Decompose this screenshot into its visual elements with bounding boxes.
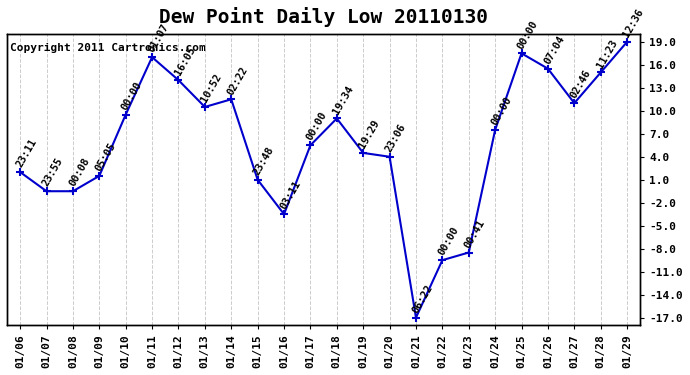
- Text: 02:46: 02:46: [569, 68, 593, 100]
- Title: Dew Point Daily Low 20110130: Dew Point Daily Low 20110130: [159, 7, 488, 27]
- Text: 00:00: 00:00: [304, 110, 329, 142]
- Text: Copyright 2011 Cartronics.com: Copyright 2011 Cartronics.com: [10, 43, 206, 53]
- Text: 19:29: 19:29: [357, 118, 382, 150]
- Text: 06:22: 06:22: [410, 283, 435, 315]
- Text: 23:55: 23:55: [41, 156, 65, 189]
- Text: 10:52: 10:52: [199, 72, 224, 104]
- Text: 23:48: 23:48: [252, 145, 276, 177]
- Text: 07:04: 07:04: [542, 34, 566, 66]
- Text: 05:05: 05:05: [93, 141, 118, 173]
- Text: 16:05: 16:05: [172, 45, 197, 77]
- Text: 23:11: 23:11: [14, 137, 39, 169]
- Text: 11:23: 11:23: [595, 38, 619, 70]
- Text: 00:00: 00:00: [437, 225, 461, 257]
- Text: 19:34: 19:34: [331, 84, 355, 116]
- Text: 02:22: 02:22: [226, 64, 250, 96]
- Text: 00:00: 00:00: [515, 18, 540, 51]
- Text: 00:00: 00:00: [489, 95, 513, 127]
- Text: 00:00: 00:00: [120, 80, 144, 112]
- Text: 00:08: 00:08: [67, 156, 91, 189]
- Text: 03:11: 03:11: [278, 179, 302, 212]
- Text: 00:41: 00:41: [463, 217, 487, 250]
- Text: 01:07: 01:07: [146, 22, 170, 54]
- Text: 12:36: 12:36: [621, 7, 645, 39]
- Text: 23:06: 23:06: [384, 122, 408, 154]
